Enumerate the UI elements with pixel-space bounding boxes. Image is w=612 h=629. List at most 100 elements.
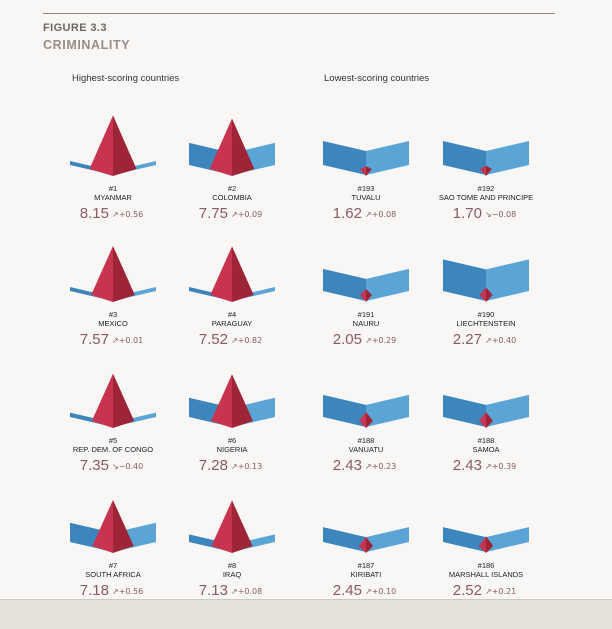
country-score: 7.28 — [199, 457, 228, 474]
figure-label: FIGURE 3.3 — [43, 22, 107, 34]
country-rank: #2 — [228, 184, 236, 193]
country-rank: #187 — [358, 561, 375, 570]
country-name: SAO TOME AND PRINCIPE — [439, 193, 533, 202]
lowest-scoring-heading: Lowest-scoring countries — [324, 73, 430, 84]
country-score: 2.43 — [453, 457, 482, 474]
ribbon-right-face — [486, 527, 529, 552]
ribbon-right-face — [366, 527, 409, 552]
country-rank: #8 — [228, 561, 236, 570]
country-rank: #188 — [358, 436, 375, 445]
figure-title: CRIMINALITY — [43, 38, 131, 52]
pyramid-left-face — [209, 118, 232, 176]
top-rule — [43, 13, 555, 14]
pyramid-right-face — [113, 115, 137, 176]
ribbon-left-face — [323, 394, 366, 427]
pyramid-left-face — [92, 499, 113, 553]
country-score: 7.18 — [80, 582, 109, 599]
country-rank: #7 — [109, 561, 117, 570]
country-name: PARAGUAY — [212, 319, 253, 328]
country-rank: #191 — [358, 310, 375, 319]
country-change: ↗+0.01 — [112, 336, 143, 345]
country-change: ↗+0.10 — [365, 587, 396, 596]
country-change: ↗+0.39 — [485, 462, 516, 471]
country-score: 1.62 — [333, 205, 362, 222]
country-change: ↗+0.08 — [365, 210, 396, 219]
country-score: 2.45 — [333, 582, 362, 599]
country-score: 1.70 — [453, 205, 482, 222]
country-name: IRAQ — [223, 570, 242, 579]
page-footer-band — [0, 599, 612, 629]
ribbon-left-face — [443, 527, 486, 552]
country-name: SOUTH AFRICA — [85, 570, 140, 579]
ribbon-left-face — [443, 394, 486, 427]
pyramid-left-face — [210, 374, 232, 428]
country-score: 7.57 — [80, 331, 109, 348]
pyramid-right-face — [486, 287, 493, 302]
country-score: 7.13 — [199, 582, 228, 599]
ribbon-right-face — [366, 141, 409, 175]
ribbon-right-face — [366, 394, 409, 427]
pyramid-right-face — [113, 499, 134, 553]
ribbon-right-face — [486, 141, 529, 175]
country-name: MEXICO — [98, 319, 128, 328]
country-rank: #6 — [228, 436, 236, 445]
ribbon-left-face — [323, 268, 366, 301]
country-name: COLOMBIA — [212, 193, 252, 202]
ribbon-right-face — [366, 268, 409, 301]
ribbon-left-face — [443, 259, 486, 301]
pyramid-right-face — [486, 412, 494, 428]
pyramid-right-face — [232, 246, 254, 302]
pyramid-right-face — [366, 166, 372, 176]
country-score: 2.52 — [453, 582, 482, 599]
pyramid-right-face — [366, 289, 372, 302]
pyramid-left-face — [480, 165, 486, 176]
ribbon-right-face — [486, 394, 529, 427]
ribbon-left-face — [443, 141, 486, 175]
ribbon-left-face — [323, 141, 366, 175]
pyramid-left-face — [478, 536, 486, 553]
country-score: 8.15 — [80, 205, 109, 222]
country-score: 7.75 — [199, 205, 228, 222]
pyramid-left-face — [358, 536, 366, 553]
country-name: LIECHTENSTEIN — [456, 319, 515, 328]
country-rank: #3 — [109, 310, 117, 319]
pyramid-right-face — [486, 536, 494, 553]
country-rank: #188 — [478, 436, 495, 445]
pyramid-left-face — [211, 500, 232, 553]
pyramid-right-face — [232, 500, 253, 553]
country-name: REP. DEM. OF CONGO — [73, 445, 153, 454]
country-change: ↗+0.82 — [231, 336, 262, 345]
pyramid-right-face — [232, 374, 254, 428]
pyramid-left-face — [360, 166, 366, 176]
country-score: 7.35 — [80, 457, 109, 474]
country-change: ↗+0.56 — [112, 587, 143, 596]
pyramid-right-face — [113, 373, 135, 428]
country-name: TUVALU — [351, 193, 380, 202]
pyramid-left-face — [91, 245, 113, 302]
country-change: ↗+0.13 — [231, 462, 262, 471]
country-rank: #1 — [109, 184, 117, 193]
country-change: ↘−0.08 — [485, 210, 516, 219]
pyramid-left-face — [478, 412, 486, 428]
country-name: NAURU — [353, 319, 380, 328]
country-change: ↗+0.21 — [485, 587, 516, 596]
country-score: 2.43 — [333, 457, 362, 474]
country-name: NIGERIA — [217, 445, 248, 454]
country-name: KIRIBATI — [351, 570, 382, 579]
country-rank: #186 — [478, 561, 495, 570]
highest-scoring-heading: Highest-scoring countries — [72, 73, 180, 84]
country-name: MARSHALL ISLANDS — [449, 570, 523, 579]
country-name: VANUATU — [349, 445, 384, 454]
pyramid-right-face — [113, 245, 135, 302]
